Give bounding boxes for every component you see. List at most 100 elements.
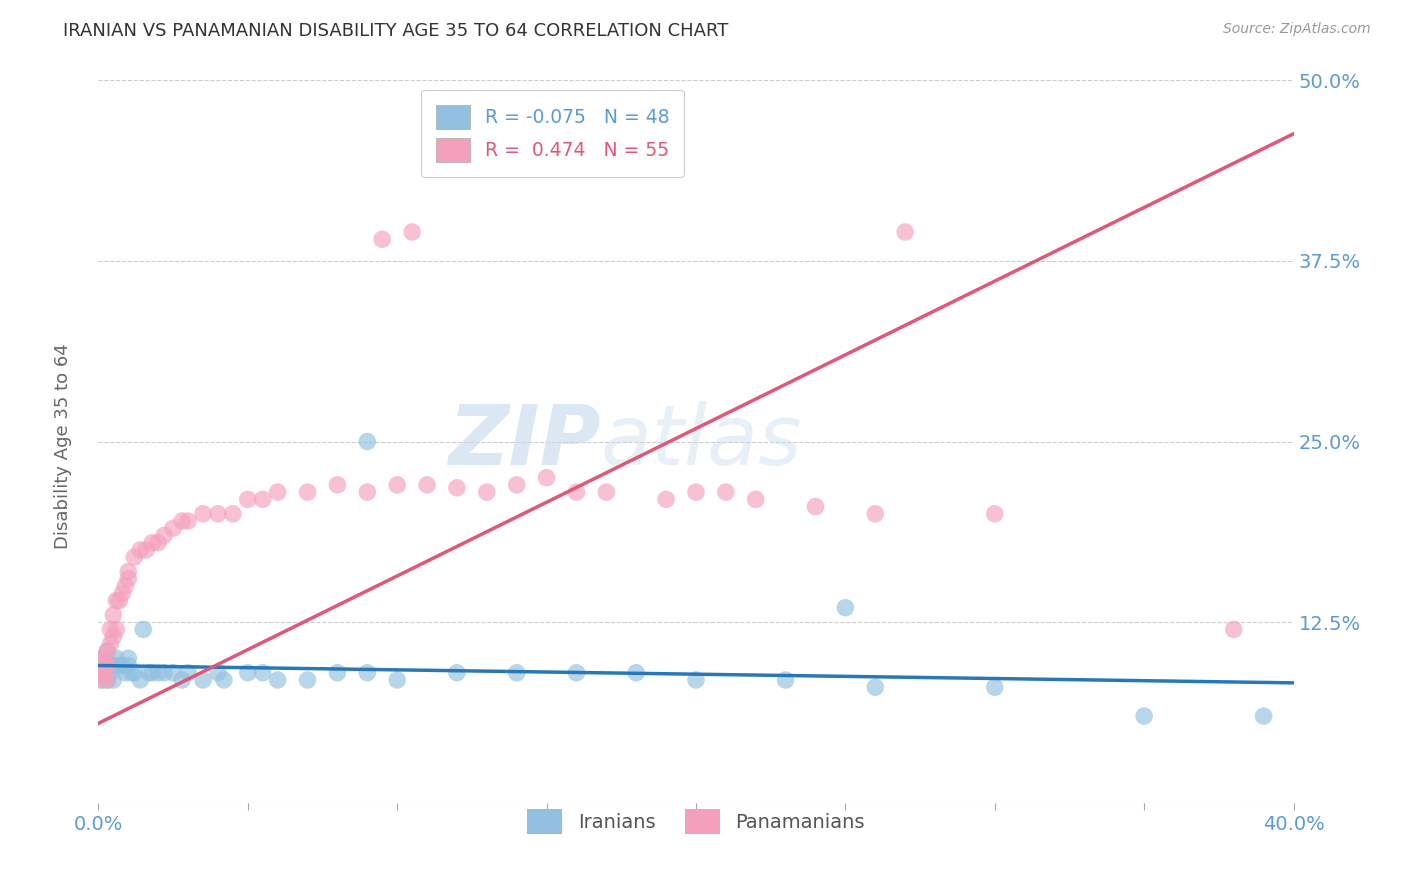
Point	[894, 225, 917, 239]
Point	[1253, 709, 1275, 723]
Legend: Iranians, Panamanians: Iranians, Panamanians	[517, 799, 875, 844]
Point	[984, 507, 1007, 521]
Point	[96, 644, 118, 658]
Point	[103, 658, 125, 673]
Point	[565, 665, 588, 680]
Point	[446, 481, 468, 495]
Point	[1223, 623, 1246, 637]
Point	[98, 658, 122, 673]
Point	[326, 665, 349, 680]
Point	[135, 542, 157, 557]
Point	[356, 485, 378, 500]
Text: IRANIAN VS PANAMANIAN DISABILITY AGE 35 TO 64 CORRELATION CHART: IRANIAN VS PANAMANIAN DISABILITY AGE 35 …	[63, 22, 728, 40]
Point	[385, 673, 409, 687]
Point	[475, 485, 498, 500]
Point	[153, 528, 176, 542]
Point	[655, 492, 678, 507]
Point	[371, 232, 394, 246]
Point	[148, 665, 170, 680]
Point	[177, 514, 200, 528]
Point	[326, 478, 349, 492]
Point	[90, 658, 112, 673]
Point	[745, 492, 768, 507]
Point	[93, 665, 115, 680]
Point	[111, 658, 134, 673]
Point	[207, 507, 229, 521]
Point	[865, 507, 887, 521]
Point	[685, 673, 707, 687]
Point	[93, 658, 115, 673]
Point	[506, 478, 529, 492]
Point	[90, 665, 112, 680]
Point	[124, 550, 146, 565]
Point	[148, 535, 170, 549]
Point	[105, 651, 128, 665]
Point	[98, 623, 122, 637]
Point	[236, 492, 259, 507]
Point	[103, 630, 125, 644]
Point	[93, 651, 115, 665]
Point	[111, 586, 134, 600]
Point	[207, 665, 229, 680]
Point	[804, 500, 827, 514]
Point	[984, 680, 1007, 694]
Point	[103, 607, 125, 622]
Point	[93, 651, 115, 665]
Point	[1133, 709, 1156, 723]
Point	[191, 507, 214, 521]
Point	[108, 593, 131, 607]
Point	[96, 673, 118, 687]
Point	[105, 593, 128, 607]
Point	[834, 600, 856, 615]
Point	[565, 485, 588, 500]
Point	[124, 665, 146, 680]
Point	[356, 434, 378, 449]
Point	[775, 673, 797, 687]
Point	[236, 665, 259, 680]
Text: Disability Age 35 to 64: Disability Age 35 to 64	[55, 343, 72, 549]
Point	[297, 485, 319, 500]
Point	[595, 485, 617, 500]
Point	[162, 521, 184, 535]
Point	[685, 485, 707, 500]
Point	[129, 673, 152, 687]
Point	[141, 665, 163, 680]
Point	[172, 673, 194, 687]
Point	[297, 673, 319, 687]
Point	[536, 470, 558, 484]
Point	[141, 535, 163, 549]
Point	[90, 658, 112, 673]
Point	[446, 665, 468, 680]
Point	[90, 651, 112, 665]
Point	[114, 665, 136, 680]
Point	[714, 485, 737, 500]
Point	[93, 658, 115, 673]
Point	[865, 680, 887, 694]
Point	[117, 572, 139, 586]
Point	[96, 673, 118, 687]
Point	[120, 665, 142, 680]
Text: Source: ZipAtlas.com: Source: ZipAtlas.com	[1223, 22, 1371, 37]
Point	[162, 665, 184, 680]
Point	[90, 665, 112, 680]
Point	[138, 665, 160, 680]
Point	[117, 565, 139, 579]
Point	[506, 665, 529, 680]
Point	[90, 673, 112, 687]
Point	[103, 673, 125, 687]
Point	[114, 579, 136, 593]
Point	[252, 665, 274, 680]
Point	[96, 658, 118, 673]
Point	[267, 485, 290, 500]
Point	[416, 478, 439, 492]
Point	[172, 514, 194, 528]
Point	[401, 225, 423, 239]
Point	[98, 637, 122, 651]
Point	[177, 665, 200, 680]
Text: atlas: atlas	[600, 401, 801, 482]
Point	[129, 542, 152, 557]
Point	[252, 492, 274, 507]
Point	[117, 651, 139, 665]
Point	[385, 478, 409, 492]
Point	[90, 673, 112, 687]
